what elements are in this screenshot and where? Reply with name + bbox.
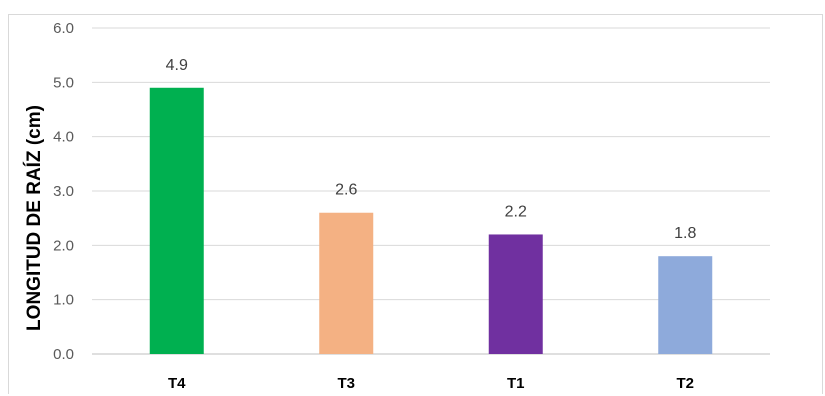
data-label: 1.8 <box>674 225 696 242</box>
y-tick-label: 0.0 <box>53 346 74 363</box>
data-label: 2.2 <box>505 203 527 220</box>
x-tick-label: T2 <box>676 375 694 392</box>
data-labels: 4.9 2.6 2.2 1.8 <box>166 57 697 242</box>
chart-frame <box>8 14 823 394</box>
y-tick-label: 4.0 <box>53 129 74 146</box>
bar-t1 <box>488 234 543 354</box>
x-tick-label: T1 <box>507 375 525 392</box>
data-label: 2.6 <box>335 182 357 199</box>
y-axis-ticks: 0.0 1.0 2.0 3.0 4.0 5.0 6.0 <box>53 20 74 363</box>
y-tick-label: 1.0 <box>53 292 74 309</box>
y-tick-label: 2.0 <box>53 237 74 254</box>
y-tick-label: 5.0 <box>53 74 74 91</box>
gridlines <box>92 27 770 355</box>
data-label: 4.9 <box>166 57 188 74</box>
y-tick-label: 6.0 <box>53 20 74 37</box>
x-tick-label: T4 <box>168 375 186 392</box>
x-tick-label: T3 <box>337 375 355 392</box>
y-tick-label: 3.0 <box>53 183 74 200</box>
y-axis-label: LONGITUD DE RAÍZ (cm) <box>23 105 45 331</box>
bar-t4 <box>149 87 204 355</box>
bar-t3 <box>319 212 374 354</box>
bars <box>149 87 713 355</box>
bar-t2 <box>658 256 713 354</box>
x-axis-ticks: T4 T3 T1 T2 <box>168 375 694 392</box>
